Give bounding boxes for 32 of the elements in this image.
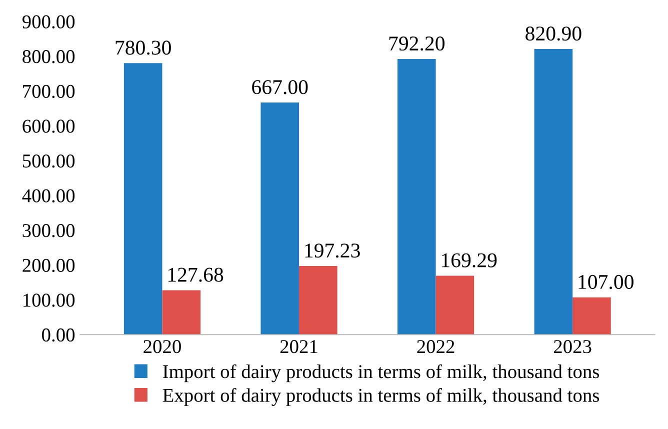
data-label: 107.00 [578,274,634,290]
x-tick-label: 2020 [144,340,181,354]
bar [260,102,300,335]
y-tick-label: 300.00 [22,224,75,238]
y-tick-label: 0.00 [42,328,75,342]
x-tick-label: 2023 [554,340,592,354]
data-label: 197.23 [305,244,360,258]
y-tick-label: 500.00 [22,154,75,168]
legend-label: Export of dairy products in terms of milk, thousand tons [162,388,600,406]
data-label: 667.00 [252,80,308,94]
y-tick-label: 100.00 [24,294,75,307]
x-tick-label: 2022 [417,340,454,354]
data-label: 780.30 [116,40,171,55]
data-label: 169.29 [442,253,497,268]
data-label: 127.68 [168,268,224,282]
y-tick-label: 600.00 [22,120,75,133]
y-tick-label: 400.00 [22,189,75,202]
bar [436,276,474,335]
legend-label: Import of dairy products in terms of milk, thousand tons [162,364,600,382]
y-tick-label: 800.00 [22,50,75,64]
y-tick-label: 700.00 [23,84,75,98]
data-label: 792.20 [389,36,444,51]
bar [299,266,338,335]
bar [124,63,162,335]
y-tick-label: 200.00 [22,258,75,272]
bar [397,58,436,335]
bar [572,297,611,335]
data-label: 820.90 [526,26,582,41]
x-tick-label: 2021 [280,340,318,354]
bar [534,48,573,335]
bar [162,290,201,335]
y-tick-label: 900.00 [22,15,75,28]
